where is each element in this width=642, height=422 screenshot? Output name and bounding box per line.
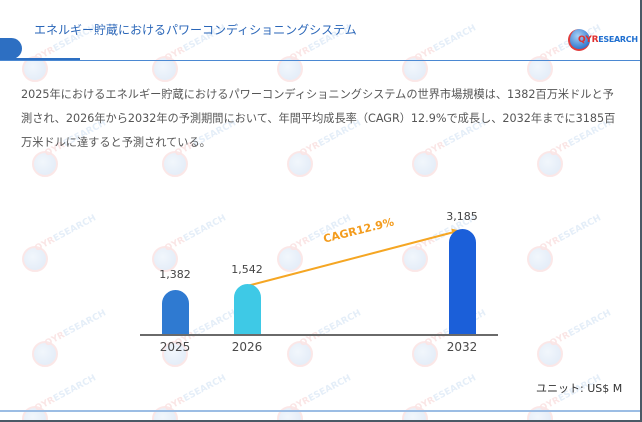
market-description: 2025年におけるエネルギー貯蔵におけるパワーコンディショニングシステムの世界市… xyxy=(21,88,616,149)
bar-value-label: 3,185 xyxy=(446,210,478,223)
bar-2025 xyxy=(162,290,189,334)
qyresearch-logo: QYRESEARCH xyxy=(568,27,638,55)
bar-value-label: 1,542 xyxy=(231,263,263,276)
title-underline xyxy=(0,60,640,61)
unit-label: ユニット: US$ M xyxy=(536,382,623,395)
category-label: 2032 xyxy=(446,340,478,354)
title-tab-decoration xyxy=(0,38,22,59)
bar-value-label: 1,382 xyxy=(159,268,191,281)
category-label: 2026 xyxy=(231,340,263,354)
globe-icon xyxy=(568,29,590,51)
footer-divider xyxy=(0,410,640,412)
x-axis-baseline xyxy=(140,334,498,336)
bar-2026 xyxy=(234,284,261,334)
page-title: エネルギー貯蔵におけるパワーコンディショニングシステム xyxy=(34,23,357,37)
logo-text: QYRESEARCH xyxy=(578,35,638,45)
bar-2032 xyxy=(449,229,476,334)
title-underline-accent xyxy=(0,58,80,61)
category-label: 2025 xyxy=(159,340,191,354)
